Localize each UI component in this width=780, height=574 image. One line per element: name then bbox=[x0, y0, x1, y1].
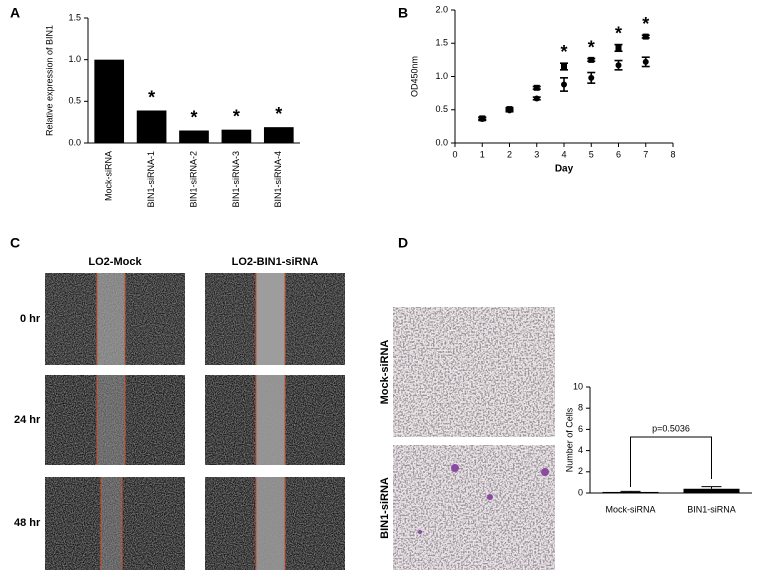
marker bbox=[588, 56, 595, 63]
x-tick-label: 5 bbox=[589, 149, 594, 159]
bar bbox=[602, 491, 659, 493]
x-tick-label: 2 bbox=[507, 149, 512, 159]
y-tick-label: 10 bbox=[573, 381, 583, 391]
marker bbox=[615, 62, 622, 69]
bar bbox=[94, 59, 125, 143]
y-axis-label: OD450nm bbox=[409, 56, 419, 97]
y-tick-label: 2.0 bbox=[435, 4, 448, 14]
micrograph bbox=[205, 477, 345, 570]
annotation: * bbox=[233, 106, 240, 126]
annotation: * bbox=[560, 42, 567, 62]
panel-label: C bbox=[10, 235, 20, 251]
row-label: Mock-siRNA bbox=[379, 340, 391, 405]
x-tick-label: 4 bbox=[561, 149, 566, 159]
row-label: 48 hr bbox=[14, 517, 41, 529]
annotation: * bbox=[615, 23, 622, 43]
marker bbox=[588, 74, 595, 81]
y-tick-label: 1.0 bbox=[435, 71, 448, 81]
y-tick-label: 2 bbox=[578, 466, 583, 476]
y-tick-label: 1.0 bbox=[68, 54, 81, 64]
marker bbox=[533, 84, 540, 91]
panel-label: A bbox=[10, 5, 20, 21]
comparison-label: p=0.5036 bbox=[652, 423, 690, 433]
bar bbox=[683, 488, 740, 493]
panel-label: D bbox=[398, 235, 408, 251]
micrograph bbox=[45, 477, 185, 570]
x-tick-label: 8 bbox=[670, 149, 675, 159]
y-tick-label: 1.5 bbox=[68, 12, 81, 22]
micrograph bbox=[45, 375, 185, 465]
y-tick-label: 1.5 bbox=[435, 38, 448, 48]
marker bbox=[506, 107, 513, 114]
bar bbox=[263, 127, 294, 143]
comparison-bracket bbox=[630, 436, 712, 487]
annotation: * bbox=[148, 87, 155, 107]
annotation: * bbox=[190, 107, 197, 127]
row-label: 24 hr bbox=[14, 414, 41, 426]
marker bbox=[642, 33, 649, 40]
micrographs-d bbox=[393, 307, 555, 570]
column-label: LO2-Mock bbox=[88, 256, 142, 268]
annotation: * bbox=[588, 37, 595, 57]
y-tick-label: 0 bbox=[578, 487, 583, 497]
x-tick-label: BIN1-siRNA-2 bbox=[188, 151, 198, 208]
annotation: * bbox=[275, 104, 282, 124]
x-tick-label: 7 bbox=[643, 149, 648, 159]
micrograph bbox=[205, 273, 345, 365]
marker bbox=[533, 95, 540, 102]
x-tick-label: BIN1-siRNA-4 bbox=[273, 151, 283, 208]
x-tick-label: BIN1-siRNA-1 bbox=[146, 151, 156, 208]
bar bbox=[221, 129, 252, 143]
x-tick-label: 6 bbox=[616, 149, 621, 159]
x-tick-label: BIN1-siRNA-3 bbox=[231, 151, 241, 208]
x-tick-label: BIN1-siRNA bbox=[687, 504, 736, 514]
marker bbox=[561, 63, 567, 70]
y-tick-label: 0.0 bbox=[435, 137, 448, 147]
x-tick-label: 0 bbox=[452, 149, 457, 159]
x-tick-label: Mock-siRNA bbox=[605, 504, 655, 514]
row-label: 0 hr bbox=[20, 313, 41, 325]
micrograph bbox=[205, 375, 345, 465]
marker bbox=[561, 81, 567, 88]
marker bbox=[642, 58, 649, 65]
row-label: BIN1-siRNA bbox=[379, 477, 391, 539]
bar bbox=[136, 110, 167, 143]
x-tick-label: Mock-siRNA bbox=[104, 151, 114, 201]
y-tick-label: 4 bbox=[578, 445, 583, 455]
y-tick-label: 6 bbox=[578, 424, 583, 434]
y-axis-label: Number of Cells bbox=[564, 407, 574, 472]
x-tick-label: 1 bbox=[480, 149, 485, 159]
y-tick-label: 0.0 bbox=[68, 137, 81, 147]
column-label: LO2-BIN1-siRNA bbox=[232, 256, 319, 268]
micrograph bbox=[393, 307, 555, 437]
y-tick-label: 0.5 bbox=[68, 96, 81, 106]
annotation: * bbox=[642, 14, 649, 34]
x-tick-label: 3 bbox=[534, 149, 539, 159]
y-axis-label: Relative expression of BIN1 bbox=[44, 25, 54, 136]
x-axis-label: Day bbox=[555, 164, 574, 175]
marker bbox=[479, 116, 486, 123]
y-tick-label: 8 bbox=[578, 403, 583, 413]
panel-label: B bbox=[398, 5, 408, 21]
bar bbox=[179, 130, 209, 143]
y-tick-label: 0.5 bbox=[435, 104, 448, 114]
micrograph bbox=[393, 445, 555, 570]
marker bbox=[615, 44, 622, 51]
micrographs-c bbox=[45, 273, 345, 570]
micrograph bbox=[45, 273, 185, 365]
